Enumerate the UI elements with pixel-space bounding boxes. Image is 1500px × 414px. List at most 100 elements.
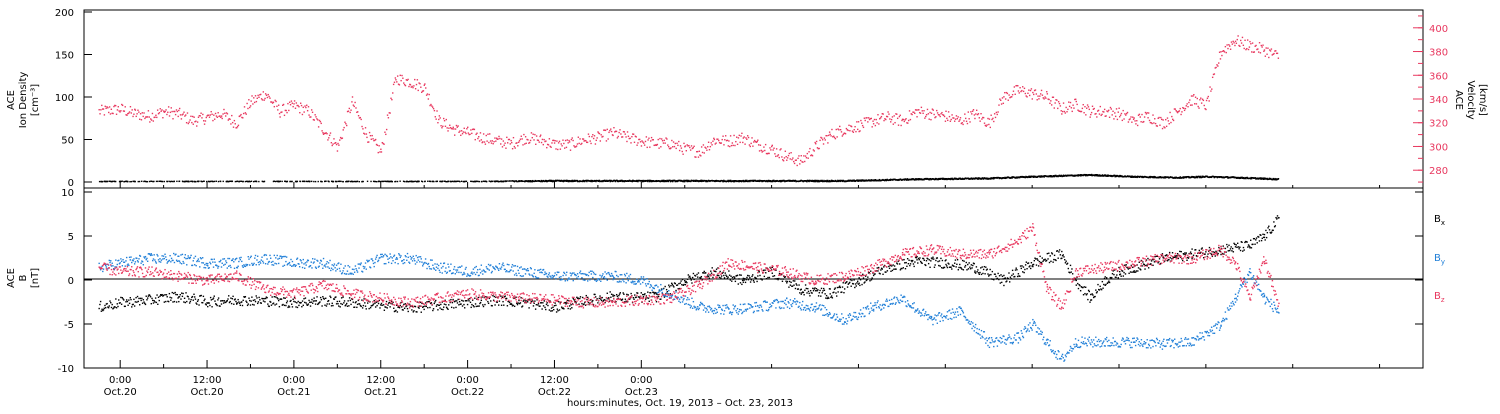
bx-series-point [263,300,264,301]
velocity-series-point [1030,90,1031,91]
velocity-series-point [186,122,187,123]
density-series-point [171,181,172,182]
bx-series-point [546,304,547,305]
bx-series-point [139,304,140,305]
legend-bx-sub: x [1441,219,1445,227]
velocity-series-point [536,135,537,136]
velocity-series-point [1249,41,1250,42]
velocity-series-point [750,146,751,147]
bx-series-point [339,301,340,302]
bx-series-point [995,274,996,275]
velocity-series-point [1248,49,1249,50]
velocity-series-point [748,137,749,138]
bx-series-point [256,297,257,298]
velocity-series-point [1019,87,1020,88]
velocity-series-point [197,121,198,122]
bx-series-point [1003,285,1004,286]
velocity-series-point [693,147,694,148]
velocity-series-point [427,93,428,94]
velocity-series-point [310,116,311,117]
bx-series-point [801,289,802,290]
bx-series-point [247,305,248,306]
bx-series-point [892,264,893,265]
velocity-series-point [250,105,251,106]
bx-series-point [887,270,888,271]
bx-series-point [103,309,104,310]
velocity-series-point [945,121,946,122]
velocity-series-point [1159,125,1160,126]
velocity-series-point [366,137,367,138]
velocity-series-point [816,141,817,142]
bx-series-point [129,303,130,304]
velocity-series-point [805,155,806,156]
density-series-point [397,181,398,182]
velocity-series-point [292,103,293,104]
bx-series-point [201,295,202,296]
velocity-series-point [246,113,247,114]
density-series-point [251,181,252,182]
bx-series-point [544,300,545,301]
velocity-series-point [268,94,269,95]
velocity-series-point [486,135,487,136]
bx-series-point [569,305,570,306]
velocity-series-point [267,97,268,98]
bx-series-point [809,293,810,294]
velocity-series-point [1148,112,1149,113]
velocity-series-point [190,116,191,117]
velocity-series-point [818,148,819,149]
bx-series-point [407,308,408,309]
velocity-series-point [1004,92,1005,93]
velocity-series-point [116,114,117,115]
velocity-series-point [371,135,372,136]
density-series-point [274,181,275,182]
velocity-series-point [293,103,294,104]
bx-series-point [313,300,314,301]
bx-series-point [856,282,857,283]
velocity-series-point [711,144,712,145]
bx-series-point [501,305,502,306]
bx-series-point [669,286,670,287]
bx-series-point [137,296,138,297]
bx-series-point [735,281,736,282]
velocity-series-point [392,92,393,93]
bx-series-point [913,266,914,267]
velocity-series-point [407,79,408,80]
bx-series-point [698,272,699,273]
velocity-series-point [739,135,740,136]
velocity-series-point [974,118,975,119]
density-series-point [115,181,116,182]
velocity-series-point [329,135,330,136]
bx-series-point [717,275,718,276]
velocity-series-point [709,149,710,150]
velocity-series-point [1134,120,1135,121]
velocity-series-point [164,111,165,112]
bx-series-point [110,302,111,303]
bx-series-point [344,300,345,301]
bottom-y-tick-label-4: 10 [61,188,74,199]
velocity-series-point [415,88,416,89]
bx-series-point [343,302,344,303]
bx-series-point [483,306,484,307]
velocity-series-point [790,152,791,153]
velocity-series-point [304,105,305,106]
velocity-series-point [263,99,264,100]
velocity-series-point [576,145,577,146]
bx-series-point [214,295,215,296]
velocity-series-point [1187,106,1188,107]
bx-series-point [761,279,762,280]
bx-series-point [298,305,299,306]
velocity-series-point [148,110,149,111]
density-series-point [414,181,415,182]
velocity-series-point [833,136,834,137]
velocity-series-point [242,117,243,118]
bx-series-point [370,307,371,308]
bx-series-point [696,274,697,275]
velocity-series-point [276,106,277,107]
bx-series-point [947,267,948,268]
velocity-series-point [205,120,206,121]
velocity-series-point [944,116,945,117]
bottom-y-tick-label-1: -5 [64,320,74,331]
bx-series-point [987,273,988,274]
bx-series-point [934,264,935,265]
velocity-series-point [715,142,716,143]
